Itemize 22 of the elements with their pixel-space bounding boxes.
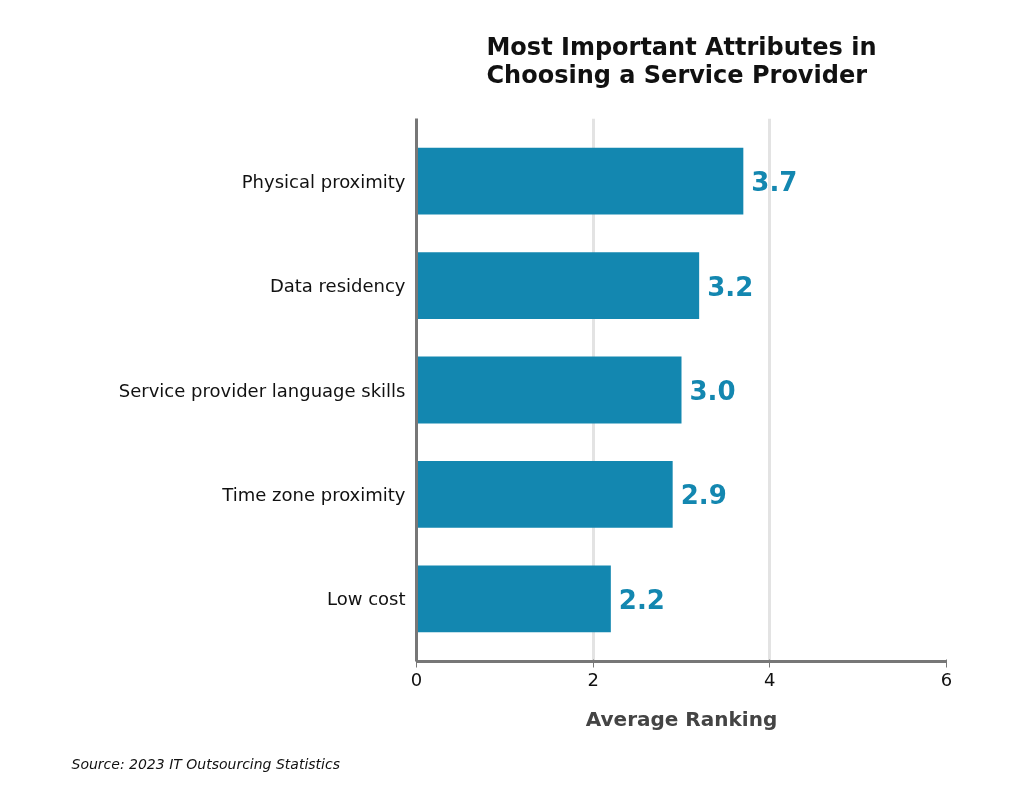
y-tick-label: Data residency	[269, 275, 406, 297]
x-tick-label: 2	[587, 668, 599, 690]
x-axis-title: Average Ranking	[585, 706, 778, 731]
y-tick-label: Physical proximity	[241, 170, 406, 192]
data-label: 2.9	[680, 480, 727, 511]
x-tick-label: 0	[410, 668, 423, 690]
bar	[416, 147, 744, 215]
bar	[416, 461, 673, 528]
y-tick-label: Time zone proximity	[221, 483, 406, 505]
data-label: 3.7	[751, 167, 798, 198]
source-note: Source: 2023 IT Outsourcing Statistics	[71, 755, 340, 772]
y-tick-label: Low cost	[326, 588, 406, 610]
x-tick-label: 6	[940, 668, 953, 690]
bar	[416, 252, 700, 319]
data-label: 2.2	[618, 584, 665, 615]
data-label: 3.0	[689, 376, 736, 406]
bar	[416, 356, 682, 424]
data-label: 3.2	[707, 271, 754, 302]
bar	[416, 565, 611, 633]
y-tick-label: Service provider language skills	[118, 379, 406, 401]
chart-title: Most Important Attributes in Choosing a Service Provider	[486, 32, 877, 89]
x-tick-label: 4	[764, 668, 776, 690]
